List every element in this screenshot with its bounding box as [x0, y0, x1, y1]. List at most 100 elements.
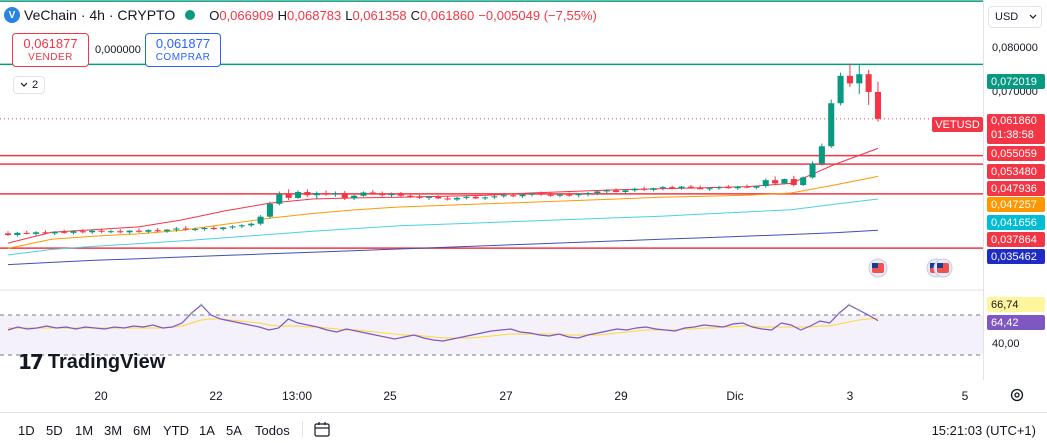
- candle-body: [210, 228, 217, 230]
- candle-body: [107, 231, 114, 233]
- vechain-logo-icon: V: [4, 7, 20, 23]
- chart-area[interactable]: V VeChain · 4h · CRYPTO O 0,066909 H 0,068…: [0, 0, 983, 380]
- range-button-5d[interactable]: 5D: [46, 423, 63, 438]
- range-button-6m[interactable]: 6M: [133, 423, 152, 438]
- open-label: O: [209, 7, 220, 23]
- candle-body: [594, 191, 601, 194]
- tradingview-logo[interactable]: 17 TradingView: [18, 350, 165, 374]
- candle-body: [135, 230, 143, 232]
- candle-body: [444, 198, 451, 200]
- clock-timezone[interactable]: 15:21:03 (UTC+1): [931, 423, 1036, 438]
- candle-body: [622, 190, 629, 192]
- candle-body: [641, 188, 648, 190]
- settings-gear-icon[interactable]: [1009, 387, 1025, 403]
- time-tick-label: 3: [846, 389, 854, 403]
- open-value: 0,066909: [219, 7, 274, 23]
- sell-price: 0,061877: [23, 36, 78, 52]
- candle-body: [463, 196, 470, 198]
- candle-body: [575, 194, 582, 196]
- range-button-ytd[interactable]: YTD: [163, 423, 189, 438]
- currency-value: USD: [995, 11, 1019, 23]
- sell-button[interactable]: 0,061877 VENDER: [12, 33, 89, 67]
- range-button-1m[interactable]: 1M: [75, 423, 94, 438]
- moving-average-line: [7, 147, 879, 244]
- level-tag: 0,053480: [987, 164, 1045, 179]
- buy-button[interactable]: 0,061877 COMPRAR: [145, 33, 221, 67]
- price-tick-label: 0,080000: [992, 42, 1038, 54]
- candle-body: [369, 192, 376, 194]
- candle-body: [192, 229, 199, 231]
- currency-select[interactable]: USD: [988, 6, 1042, 28]
- change-value: −0,005049 (−7,55%): [478, 7, 597, 23]
- candle-body: [678, 186, 685, 189]
- candle-body: [117, 231, 124, 233]
- candle-body: [706, 188, 713, 190]
- ma-orange-tag: 0,047257: [987, 197, 1045, 212]
- candle-body: [341, 193, 348, 199]
- candle-body: [397, 194, 404, 196]
- countdown-timer: 01:38:58: [991, 129, 1034, 141]
- candle-body: [79, 231, 86, 233]
- level-tag: 0,037864: [987, 232, 1045, 247]
- candle-body: [248, 223, 255, 226]
- symbol-price-tag: VETUSD: [932, 117, 983, 132]
- rsi-overbought-mark: [847, 303, 851, 307]
- candle-body: [379, 193, 386, 196]
- candle-body: [276, 194, 283, 204]
- candle-body: [154, 230, 161, 232]
- candle-body: [425, 196, 433, 198]
- toolbar-divider: [302, 421, 303, 437]
- candle-body: [650, 188, 657, 190]
- candle-body: [687, 186, 694, 188]
- range-button-1d[interactable]: 1D: [18, 423, 35, 438]
- rsi-line: [7, 304, 879, 342]
- candle-body: [762, 180, 769, 187]
- price-scale[interactable]: USD 0,080000 0,070000 0,072019 0,061860 …: [983, 0, 1047, 380]
- candle-body: [323, 193, 330, 195]
- candle-body: [163, 229, 171, 232]
- candle-body: [743, 186, 751, 188]
- chevron-down-icon: [20, 82, 28, 87]
- candle-body: [566, 194, 573, 196]
- time-axis[interactable]: 20 22 13:00 25 27 29 Dic 3 5: [0, 380, 1024, 410]
- candle-body: [500, 195, 507, 197]
- indicators-toggle-button[interactable]: 2: [13, 76, 45, 94]
- level-tag: 0,055059: [987, 146, 1045, 161]
- candle-body: [715, 187, 723, 189]
- range-button-3m[interactable]: 3M: [104, 423, 123, 438]
- candle-body: [837, 75, 844, 104]
- bottom-toolbar: 1D 5D 1M 3M 6M YTD 1A 5A Todos 15:21:03 …: [0, 412, 1047, 443]
- candle-body: [772, 180, 779, 184]
- candle-body: [631, 188, 638, 191]
- sell-label: VENDER: [28, 51, 73, 63]
- rsi-overbought-mark: [837, 311, 841, 315]
- moving-average-line: [7, 198, 879, 256]
- high-level-tag: 0,072019: [987, 74, 1045, 89]
- candle-body: [33, 232, 40, 234]
- time-tick-label: 13:00: [281, 389, 313, 403]
- last-price-value: 0,061860: [991, 115, 1037, 128]
- candle-body: [51, 231, 58, 234]
- candle-body: [388, 194, 395, 196]
- candle-body: [856, 74, 863, 84]
- time-tick-label: 25: [383, 389, 397, 403]
- tradingview-mark-icon: 17: [18, 350, 44, 374]
- high-label: H: [277, 7, 287, 23]
- range-button-5a[interactable]: 5A: [226, 423, 242, 438]
- symbol-legend: V VeChain · 4h · CRYPTO O 0,066909 H 0,068…: [4, 7, 601, 23]
- price-chart[interactable]: [0, 0, 983, 380]
- candle-body: [407, 195, 414, 197]
- candle-body: [510, 195, 517, 197]
- symbol-title[interactable]: VeChain · 4h · CRYPTO: [24, 7, 176, 23]
- candle-body: [472, 196, 479, 199]
- candle-body: [332, 193, 339, 195]
- candle-body: [491, 196, 498, 198]
- candle-body: [603, 190, 610, 192]
- market-status-icon[interactable]: [185, 10, 196, 20]
- range-button-1a[interactable]: 1A: [199, 423, 215, 438]
- date-range-calendar-icon[interactable]: [314, 421, 332, 437]
- ma-cyan-tag: 0,041656: [987, 215, 1045, 230]
- range-button-todos[interactable]: Todos: [255, 423, 290, 438]
- candle-body: [482, 197, 489, 199]
- candle-body: [790, 179, 797, 185]
